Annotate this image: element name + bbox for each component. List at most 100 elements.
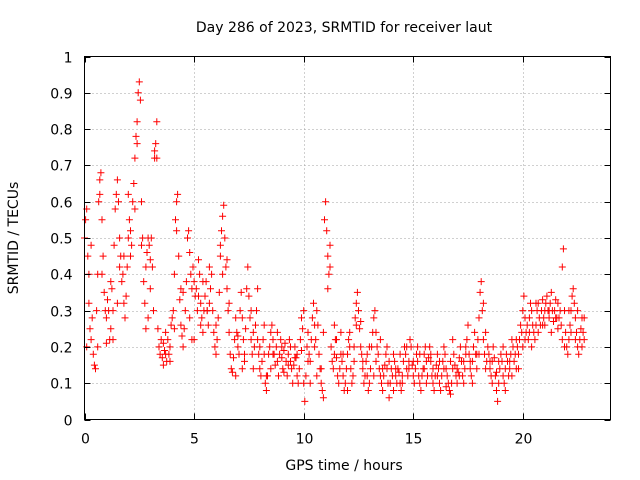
data-point [212, 321, 220, 329]
data-point [578, 343, 586, 351]
data-point [116, 234, 124, 242]
data-point [374, 350, 382, 358]
data-point [298, 347, 305, 354]
data-point [575, 350, 583, 358]
data-point [195, 292, 202, 300]
data-point [125, 216, 133, 224]
data-point [155, 343, 163, 351]
data-point [580, 314, 588, 322]
data-point [211, 343, 219, 351]
data-point [225, 299, 233, 307]
data-point [159, 339, 167, 347]
data-point [124, 234, 132, 242]
data-point [148, 263, 156, 271]
data-point [312, 336, 320, 344]
data-point [370, 372, 378, 380]
data-point [154, 325, 162, 333]
data-point [344, 387, 351, 394]
data-point [93, 307, 101, 315]
data-point [220, 201, 228, 209]
data-point [120, 252, 128, 260]
data-point [559, 245, 567, 253]
data-point [162, 328, 170, 336]
data-point [416, 350, 424, 358]
data-point [243, 285, 251, 293]
y-axis-tick-labels: 0 0.1 0.2 0.3 0.4 0.5 0.6 0.7 0.8 0.9 1 [50, 51, 72, 430]
data-point [219, 212, 227, 220]
data-point [164, 336, 172, 344]
x-axis-tick-labels: 0 5 10 15 20 [81, 432, 532, 448]
data-point [336, 365, 344, 373]
data-point [451, 361, 459, 369]
data-point [142, 325, 150, 333]
data-point [323, 227, 331, 235]
data-point [299, 325, 307, 333]
data-point [193, 307, 201, 315]
data-point [223, 256, 231, 264]
data-point [173, 198, 181, 206]
data-point [293, 372, 301, 380]
data-point [284, 361, 292, 369]
data-point [199, 328, 207, 336]
data-point [485, 350, 493, 358]
data-point [385, 357, 393, 365]
data-point [373, 343, 381, 351]
data-point [319, 328, 327, 336]
data-point [96, 176, 104, 184]
data-point [493, 368, 500, 376]
data-point [333, 336, 340, 344]
data-point [382, 350, 390, 358]
data-point [409, 357, 417, 365]
data-point [453, 379, 461, 387]
data-point [500, 379, 508, 387]
data-point [188, 336, 196, 344]
data-point [288, 365, 296, 373]
data-point [359, 365, 367, 373]
data-point [350, 357, 358, 365]
data-point [462, 343, 470, 351]
data-point [261, 379, 269, 387]
data-point [108, 285, 116, 293]
data-point [392, 365, 400, 373]
data-point [390, 387, 397, 394]
data-point [329, 365, 337, 373]
data-point [515, 350, 522, 358]
data-point [177, 285, 185, 293]
data-point [580, 336, 588, 344]
data-point [236, 307, 244, 315]
data-point [471, 328, 479, 336]
data-point [234, 332, 242, 340]
data-point [291, 354, 299, 362]
data-point [311, 343, 319, 351]
data-point [390, 350, 397, 358]
data-point [295, 365, 303, 373]
data-point [337, 328, 345, 336]
data-point [450, 350, 458, 358]
data-point [199, 278, 207, 286]
data-point [338, 357, 346, 365]
data-point [313, 372, 321, 380]
data-point [411, 365, 419, 373]
data-point [460, 357, 468, 365]
x-tick-label: 15 [405, 432, 423, 448]
data-point [142, 263, 150, 271]
data-point [376, 336, 384, 344]
data-point [322, 198, 330, 206]
data-point [546, 299, 554, 307]
x-tick-label: 5 [190, 432, 199, 448]
data-point [273, 328, 281, 336]
data-point [98, 216, 106, 224]
data-point [379, 365, 387, 373]
data-point [397, 387, 405, 394]
data-point [425, 354, 433, 362]
data-point [258, 357, 266, 365]
data-point [129, 198, 137, 206]
data-point [197, 321, 205, 329]
data-point [212, 350, 220, 358]
data-point [528, 343, 536, 351]
data-point [116, 263, 124, 271]
data-point [204, 321, 212, 329]
data-point [104, 296, 111, 304]
data-point [133, 140, 141, 148]
data-point [564, 350, 572, 358]
